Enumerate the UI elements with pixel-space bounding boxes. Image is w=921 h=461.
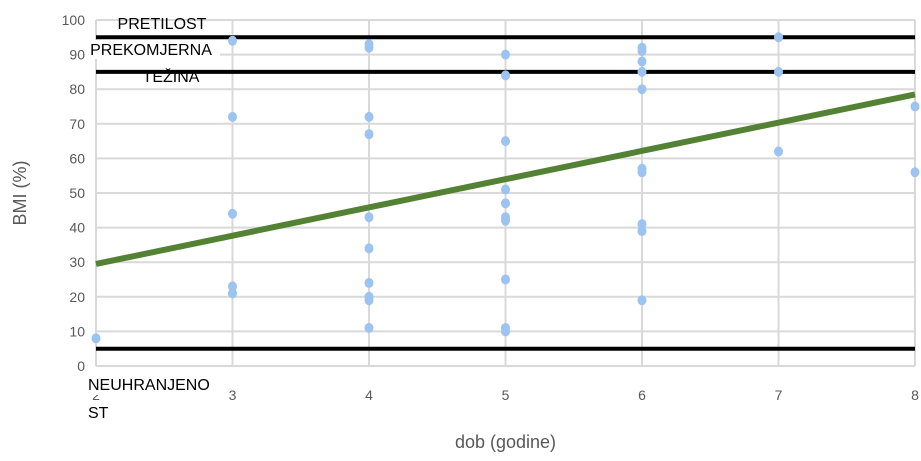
data-point <box>364 277 374 288</box>
x-tick-label: 3 <box>229 387 237 403</box>
data-point <box>637 46 647 57</box>
data-point <box>774 32 783 43</box>
data-point <box>364 42 374 53</box>
y-tick-label: 10 <box>69 323 85 339</box>
y-tick-label: 0 <box>77 358 85 374</box>
data-point <box>501 49 510 60</box>
data-point <box>774 66 783 77</box>
data-point <box>228 208 237 219</box>
x-tick-label: 4 <box>365 387 373 403</box>
data-point <box>364 243 374 254</box>
y-tick-label: 80 <box>69 81 85 97</box>
data-point <box>910 101 920 112</box>
label-background <box>86 40 220 59</box>
label-prekomjerna-tezina: PREKOMJERNA <box>90 42 212 59</box>
y-tick-label: 20 <box>69 289 85 305</box>
label-prekomjerna-tezina-line2: TEŽINA <box>143 67 200 86</box>
x-tick-label: 8 <box>911 387 919 403</box>
data-point <box>501 274 510 285</box>
reference-line-labels: PRETILOST PREKOMJERNA TEŽINA NEUHRANJENO ST <box>86 16 222 422</box>
data-point <box>501 70 510 81</box>
data-point <box>91 333 101 344</box>
x-tick-label: 7 <box>775 387 783 403</box>
y-tick-label: 40 <box>69 220 85 236</box>
data-point <box>501 184 510 195</box>
data-point <box>637 167 647 178</box>
trendline <box>95 91 916 267</box>
data-point <box>501 215 510 226</box>
data-point <box>364 111 374 122</box>
y-tick-label: 70 <box>69 116 85 132</box>
data-point <box>501 326 510 337</box>
y-tick-label: 50 <box>69 185 85 201</box>
x-tick-label: 6 <box>638 387 646 403</box>
label-neuhranjenost: NEUHRANJENO <box>88 377 210 394</box>
data-point <box>228 281 237 292</box>
y-tick-label: 100 <box>62 12 86 28</box>
data-point <box>364 322 374 333</box>
data-point <box>364 129 374 140</box>
trendline-group <box>95 91 916 267</box>
data-point <box>774 146 783 157</box>
data-point <box>637 295 647 306</box>
label-background <box>86 375 222 395</box>
data-point <box>228 288 237 299</box>
data-point <box>637 66 647 77</box>
data-point <box>501 136 510 147</box>
y-tick-label: 90 <box>69 47 85 63</box>
data-point <box>637 84 647 95</box>
data-point <box>228 35 237 46</box>
x-tick-label: 5 <box>502 387 510 403</box>
y-axis-label: BMI (%) <box>10 161 30 226</box>
data-point <box>364 295 374 306</box>
x-axis-label: dob (godine) <box>455 432 556 452</box>
data-points <box>91 32 920 344</box>
data-point <box>501 198 510 209</box>
data-point <box>228 111 237 122</box>
y-axis-ticks: 0 10 20 30 40 50 60 70 80 90 100 <box>62 12 86 374</box>
data-point <box>637 219 647 230</box>
data-point <box>364 212 374 223</box>
y-tick-label: 60 <box>69 150 85 166</box>
label-pretilost: PRETILOST <box>118 16 207 33</box>
data-point <box>637 56 647 67</box>
y-tick-label: 30 <box>69 254 85 270</box>
data-point <box>637 226 647 237</box>
label-neuhranjenost-line2: ST <box>88 405 109 422</box>
data-point <box>910 167 920 178</box>
